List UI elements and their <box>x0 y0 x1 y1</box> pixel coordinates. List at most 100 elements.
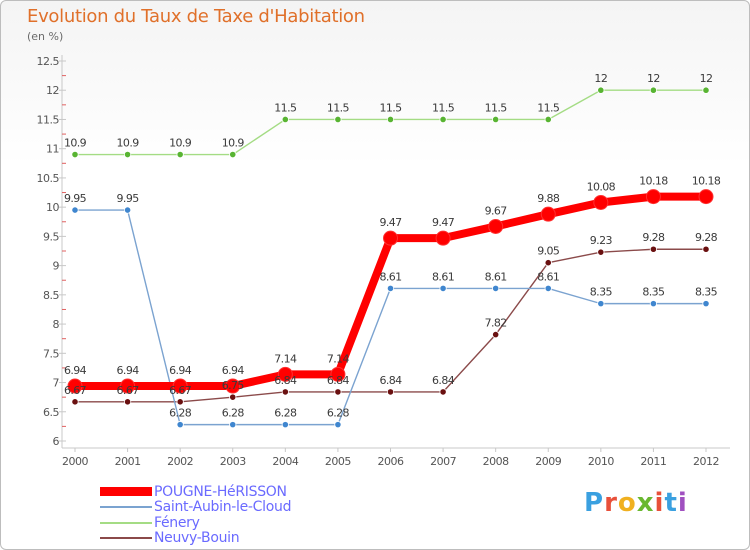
data-point <box>229 393 237 401</box>
data-point <box>71 398 79 406</box>
data-labels: 10.9 10.9 10.9 10.9 11.5 11.5 11.5 11.5 11.5 11.5… <box>64 72 721 419</box>
data-point <box>386 115 395 124</box>
data-label: 6.94 <box>169 364 192 377</box>
data-label: 8.35 <box>695 286 718 299</box>
data-label: 6.84 <box>274 374 297 387</box>
data-label: 6.75 <box>222 379 245 392</box>
data-point <box>176 150 184 159</box>
y-tick-label: 10.5 <box>37 172 60 185</box>
data-point <box>540 206 556 222</box>
data-point <box>383 230 398 246</box>
data-label: 10.9 <box>64 137 87 150</box>
data-label: 12 <box>594 72 607 85</box>
legend-label: POUGNE-HéRISSON <box>154 483 287 500</box>
data-label: 10.18 <box>692 175 721 188</box>
data-label: 11.5 <box>274 101 297 114</box>
data-label: 8.61 <box>379 270 401 283</box>
y-tick-label: 9 <box>53 260 60 273</box>
data-label: 6.84 <box>379 374 402 387</box>
data-label: 7.82 <box>485 317 507 330</box>
brand-letter: x <box>636 488 655 518</box>
data-label: 6.84 <box>432 374 455 387</box>
legend-item: Neuvy-Bouin <box>100 530 291 547</box>
data-label: 9.47 <box>432 216 455 229</box>
data-point <box>123 206 132 214</box>
data-label: 8.61 <box>432 270 454 283</box>
data-point <box>597 300 605 308</box>
data-point <box>176 398 184 406</box>
data-label: 9.28 <box>695 231 718 244</box>
data-label: 10.18 <box>639 175 668 188</box>
data-point <box>649 300 658 308</box>
data-label: 6.28 <box>169 407 192 420</box>
data-label: 6.28 <box>274 407 297 420</box>
y-tick-label: 11 <box>46 143 59 156</box>
data-point <box>176 421 184 429</box>
data-label: 8.61 <box>537 270 559 283</box>
data-label: 12 <box>700 72 713 85</box>
data-point <box>277 366 293 382</box>
data-point <box>386 284 395 293</box>
data-point <box>597 248 605 256</box>
chart-legend: POUGNE-HéRISSON Saint-Aubin-le-Cloud Féner… <box>100 484 291 546</box>
chart-unit-label: (en %) <box>27 30 64 43</box>
data-point <box>645 189 661 205</box>
data-label: 10.9 <box>117 137 140 150</box>
data-point <box>225 378 241 394</box>
data-label: 9.88 <box>537 192 560 205</box>
x-tick-label: 2003 <box>220 455 246 468</box>
data-point <box>649 86 658 94</box>
legend-item: Fénery <box>100 515 291 531</box>
data-label: 6.28 <box>327 407 350 420</box>
data-label: 10.9 <box>169 137 192 150</box>
data-label: 9.23 <box>590 234 613 247</box>
data-point <box>544 259 552 267</box>
legend-label: Fénery <box>154 514 200 531</box>
data-point <box>492 284 500 293</box>
data-point <box>439 388 447 396</box>
y-tick-label: 8.5 <box>43 289 59 302</box>
data-point <box>281 115 289 124</box>
data-point <box>702 86 710 94</box>
chart-axes: 6 6.5 7 7.5 8 8.5 9 9.5 10 10.5 11 11.5 12 12.5 2000 20… <box>37 55 730 468</box>
data-label: 6.94 <box>117 364 140 377</box>
y-tick-label: 10 <box>46 201 59 214</box>
data-point <box>67 378 83 394</box>
data-label: 8.35 <box>642 286 665 299</box>
legend-swatch <box>100 487 152 497</box>
data-point <box>281 421 289 429</box>
y-tick-label: 11.5 <box>37 113 60 126</box>
data-label: 6.28 <box>222 407 245 420</box>
data-point <box>593 194 609 210</box>
y-tick-label: 6 <box>53 435 60 448</box>
data-label: 9.95 <box>64 192 87 205</box>
data-point <box>334 421 342 429</box>
y-tick-label: 8 <box>53 318 60 331</box>
data-label: 10.9 <box>222 137 245 150</box>
data-label: 9.28 <box>642 231 665 244</box>
x-tick-label: 2007 <box>430 455 456 468</box>
data-point <box>334 115 342 124</box>
chart-title: Evolution du Taux de Taxe d'Habitation <box>27 6 365 27</box>
legend-label: Neuvy-Bouin <box>154 530 240 547</box>
data-point <box>229 421 237 429</box>
x-tick-label: 2011 <box>640 455 666 468</box>
legend-label: Saint-Aubin-le-Cloud <box>154 499 292 516</box>
data-label: 9.47 <box>379 216 402 229</box>
x-tick-label: 2009 <box>535 455 561 468</box>
data-point <box>492 330 500 339</box>
data-label: 6.84 <box>327 374 350 387</box>
data-label: 6.94 <box>222 364 245 377</box>
legend-swatch <box>100 537 152 540</box>
legend-swatch <box>100 506 152 509</box>
data-label: 11.5 <box>379 101 402 114</box>
data-point <box>544 115 552 124</box>
data-label: 11.5 <box>432 101 455 114</box>
x-tick-label: 2002 <box>167 455 193 468</box>
data-label: 8.61 <box>485 270 507 283</box>
data-point <box>544 284 552 293</box>
data-point <box>330 366 346 382</box>
data-point <box>492 115 500 124</box>
data-label: 11.5 <box>327 101 350 114</box>
